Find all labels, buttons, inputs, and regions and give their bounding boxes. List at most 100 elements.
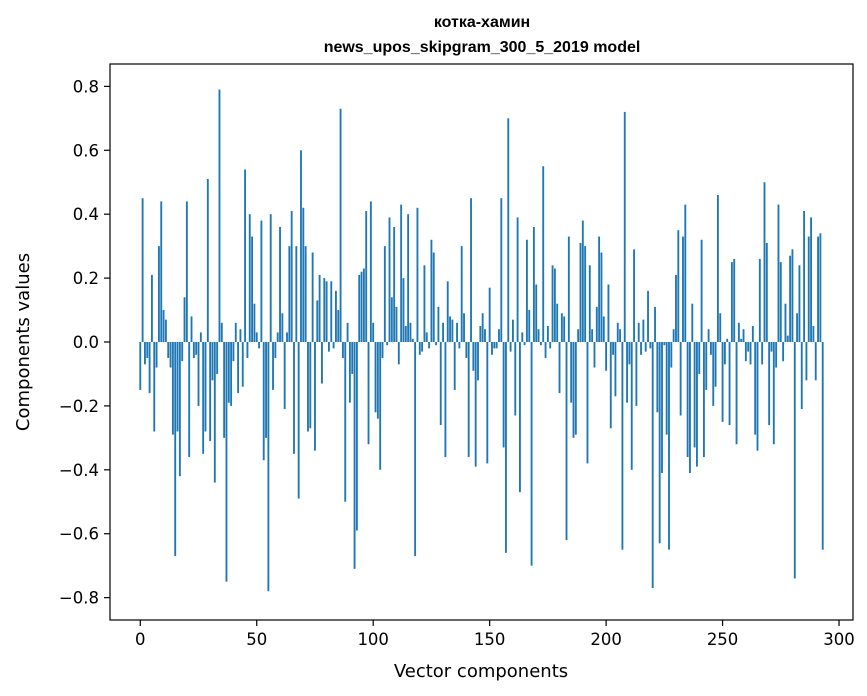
bar (623, 111, 626, 343)
bar (640, 342, 642, 355)
bar (588, 265, 591, 342)
y-tick-label: 0.0 (73, 333, 99, 352)
bar (619, 329, 622, 342)
bar (733, 258, 736, 342)
bar (451, 319, 454, 342)
bar (227, 342, 230, 403)
bar (763, 182, 766, 342)
bar (565, 342, 568, 541)
bar (372, 322, 375, 342)
bar (416, 207, 419, 342)
bar (192, 342, 195, 358)
bar (211, 342, 214, 381)
bar (744, 342, 747, 362)
bar (181, 342, 184, 362)
bar (258, 342, 260, 349)
bar (668, 342, 670, 550)
bar (176, 342, 179, 432)
bar (428, 342, 431, 349)
bar (670, 342, 673, 368)
bar (355, 342, 358, 531)
bar (351, 342, 354, 374)
bar (323, 278, 326, 342)
bar (255, 332, 258, 342)
bar (630, 342, 633, 470)
bar (220, 322, 223, 342)
bar (700, 239, 703, 342)
bar (556, 303, 559, 342)
bar (223, 342, 226, 438)
bar (605, 342, 608, 371)
x-axis-ticks: 0 50 100 150 200 250 300 (135, 620, 855, 649)
bar (164, 319, 167, 342)
bar (418, 342, 421, 355)
bar (614, 342, 617, 397)
bar (300, 150, 302, 342)
bar (150, 274, 153, 342)
bar (600, 252, 603, 342)
bar (404, 326, 407, 342)
bar (330, 281, 333, 342)
bar (642, 319, 645, 342)
bar (344, 342, 347, 502)
bar (560, 313, 563, 342)
bar (157, 246, 160, 342)
bar (411, 338, 414, 342)
bar (435, 342, 438, 346)
bar (225, 342, 228, 582)
bar (714, 342, 717, 387)
bar (570, 342, 573, 403)
bar (621, 342, 624, 550)
bar (737, 322, 740, 342)
bar (160, 201, 163, 342)
bar (740, 338, 743, 342)
bar (325, 281, 328, 342)
bar (267, 342, 270, 592)
x-tick-label: 300 (823, 630, 855, 649)
bar (758, 258, 761, 342)
bar (437, 306, 440, 342)
y-tick-label: −0.4 (59, 461, 99, 480)
bar (178, 342, 181, 477)
bar (686, 342, 689, 458)
bar (537, 329, 540, 342)
y-tick-label: 0.6 (73, 141, 99, 160)
bar (793, 342, 796, 579)
bar (495, 342, 498, 349)
bar (532, 226, 535, 342)
bar (309, 342, 312, 429)
bar (677, 230, 680, 342)
bar (553, 268, 556, 342)
bar (796, 313, 799, 342)
bar (779, 262, 782, 342)
bar (535, 284, 538, 342)
bar (500, 198, 503, 342)
bar (693, 342, 696, 448)
bar (716, 195, 719, 342)
bar (390, 297, 393, 342)
bar (456, 322, 458, 342)
bar (786, 335, 789, 342)
bar (337, 310, 340, 342)
bar (423, 265, 426, 342)
bar (141, 198, 144, 342)
bar (523, 342, 526, 346)
bar (782, 342, 785, 362)
bar (414, 342, 417, 557)
bar (665, 342, 668, 435)
bar (367, 342, 370, 445)
bar (586, 342, 589, 464)
bar (544, 342, 547, 358)
bar (353, 342, 356, 569)
y-tick-label: −0.6 (59, 525, 99, 544)
bar (195, 342, 198, 355)
bar (206, 179, 209, 342)
bar (365, 210, 368, 342)
bar (239, 329, 242, 342)
bar (397, 342, 400, 365)
y-axis-ticks: −0.8 −0.6 −0.4 −0.2 0.0 0.2 0.4 0.6 0.8 (59, 77, 110, 608)
x-tick-label: 150 (474, 630, 506, 649)
bar (512, 319, 514, 342)
bar (803, 210, 806, 342)
bar (481, 313, 484, 342)
